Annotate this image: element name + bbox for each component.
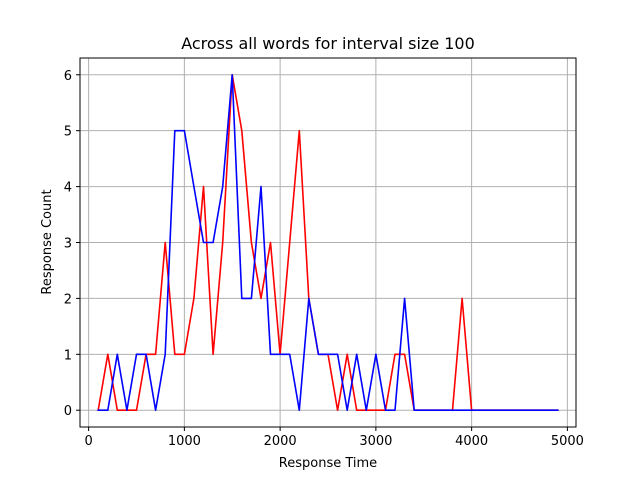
- y-tick-label: 1: [64, 348, 72, 363]
- x-tick-label: 1000: [168, 434, 201, 449]
- x-tick-label: 2000: [264, 434, 297, 449]
- x-axis-label: Response Time: [279, 456, 377, 471]
- x-axis-ticks: 0 1000 2000 3000 4000 5000: [84, 427, 584, 449]
- y-tick-label: 5: [64, 125, 72, 140]
- y-tick-label: 3: [64, 237, 72, 252]
- series-lines: [97, 74, 559, 412]
- chart-title: Across all words for interval size 100: [181, 34, 475, 53]
- x-tick-label: 4000: [455, 434, 488, 449]
- y-tick-label: 6: [64, 69, 72, 84]
- series-line-1: [97, 74, 559, 412]
- y-axis-label: Response Count: [40, 189, 55, 294]
- y-tick-label: 2: [64, 292, 72, 307]
- x-tick-label: 5000: [551, 434, 584, 449]
- x-tick-label: 0: [84, 434, 92, 449]
- y-tick-label: 0: [64, 404, 72, 419]
- y-tick-label: 4: [64, 181, 72, 196]
- y-axis-ticks: 0 1 2 3 4 5 6: [64, 69, 80, 419]
- x-tick-label: 3000: [359, 434, 392, 449]
- grid-lines: [80, 58, 576, 427]
